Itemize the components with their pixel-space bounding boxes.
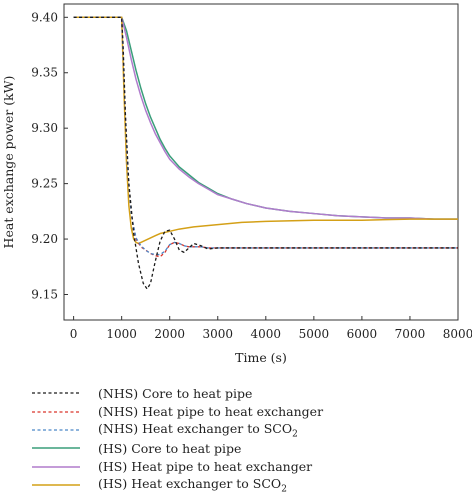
legend-swatch [32,410,80,413]
y-tick-label: 9.40 [31,10,58,24]
legend-item: (NHS) Core to heat pipe [30,384,460,402]
legend-label-subscript: 2 [281,484,287,495]
legend-label: (HS) Core to heat pipe [98,441,241,456]
legend-swatch [32,447,80,450]
legend-item: (HS) Heat exchanger to SCO2 [30,476,460,494]
x-axis-title: Time (s) [235,350,287,365]
legend-item: (NHS) Heat pipe to heat exchanger [30,402,460,420]
legend-swatch [32,429,80,431]
y-tick-label: 9.15 [31,287,58,301]
x-tick-label: 1000 [106,327,137,341]
legend-label-text: (HS) Heat exchanger to SCO [98,475,282,491]
legend-swatch [32,484,80,486]
x-tick-label: 3000 [202,327,233,341]
legend-label: (HS) Heat pipe to heat exchanger [98,459,312,474]
y-axis-title: Heat exchange power (kW) [1,76,16,249]
legend-label-text: (HS) Core to heat pipe [98,440,242,456]
y-tick-label: 9.25 [31,177,58,191]
x-tick-label: 5000 [299,327,330,341]
legend-swatch [32,465,80,468]
series-line-5 [73,16,458,220]
chart-svg: 0 1000 2000 3000 4000 5000 6000 7000 8000 9.15 9.2… [1,3,472,365]
legend-label: (NHS) Heat exchanger to SCO2 [98,421,298,440]
axis-layer: 0 1000 2000 3000 4000 5000 6000 7000 8000 9.15 9.2… [31,10,472,341]
x-tick-label: 0 [70,327,78,341]
legend-item: (NHS) Heat exchanger to SCO2 [30,421,460,439]
legend-label: (NHS) Core to heat pipe [98,386,252,401]
y-tick-label: 9.35 [31,66,58,80]
series-line-4 [73,16,458,220]
plot-area-frame [63,3,459,321]
y-tick-label: 9.30 [31,121,58,135]
x-tick-label: 8000 [443,327,472,341]
legend-swatch [32,392,80,394]
legend-item: (HS) Heat pipe to heat exchanger [30,458,460,476]
legend-label-text: (NHS) Heat pipe to heat exchanger [98,404,324,420]
legend: (NHS) Core to heat pipe (NHS) Heat pipe t… [30,384,460,494]
legend-label: (HS) Heat exchanger to SCO2 [98,476,287,495]
y-tick-label: 9.20 [31,232,58,246]
series-line-1 [73,16,458,290]
series-line-6 [73,16,458,245]
x-tick-label: 4000 [251,327,282,341]
legend-label-subscript: 2 [292,429,298,440]
x-tick-label: 2000 [154,327,185,341]
legend-label-text: (NHS) Core to heat pipe [98,385,253,401]
series-layer [73,16,458,290]
x-tick-label: 6000 [347,327,378,341]
x-tick-label: 7000 [395,327,426,341]
legend-label-text: (HS) Heat pipe to heat exchanger [98,459,313,475]
legend-item: (HS) Core to heat pipe [30,439,460,457]
legend-label-text: (NHS) Heat exchanger to SCO [98,420,293,436]
legend-label: (NHS) Heat pipe to heat exchanger [98,404,323,419]
